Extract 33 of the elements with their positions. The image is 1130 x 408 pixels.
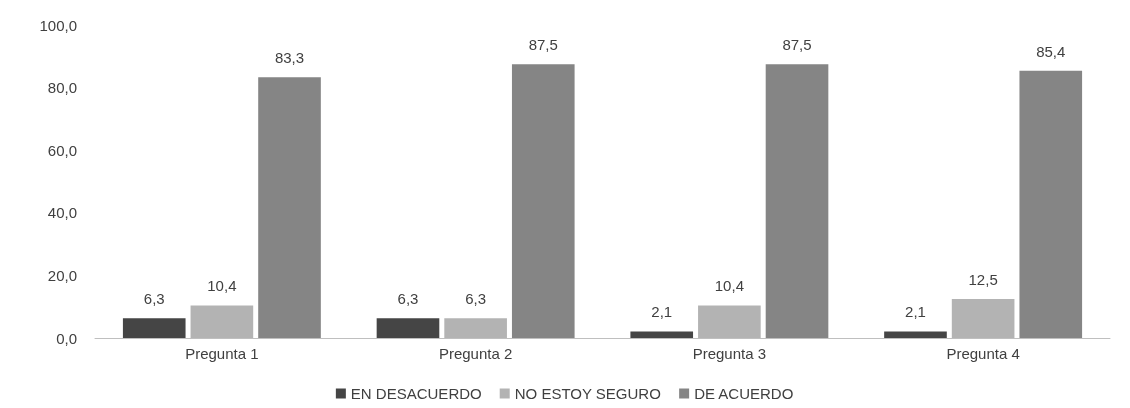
y-tick-label: 60,0 (47, 141, 77, 159)
data-label: 85,4 (1036, 42, 1066, 60)
y-tick-label: 20,0 (47, 266, 77, 284)
x-tick-label: Pregunta 4 (946, 345, 1020, 362)
data-label: 2,1 (905, 303, 926, 321)
y-tick-label: 40,0 (47, 204, 77, 222)
y-tick-label: 100,0 (39, 16, 77, 34)
data-label: 6,3 (143, 290, 165, 308)
data-label: 87,5 (528, 36, 558, 54)
bar (765, 64, 829, 338)
data-label: 10,4 (207, 277, 237, 295)
y-tick-label: 80,0 (47, 79, 77, 97)
legend-label: EN DESACUERDO (350, 385, 482, 402)
bar (122, 318, 186, 338)
bar (376, 318, 440, 338)
data-label: 6,3 (397, 290, 419, 308)
y-tick-label: 0,0 (56, 329, 77, 347)
data-label: 10,4 (714, 277, 744, 295)
data-label: 6,3 (465, 290, 487, 308)
x-tick-label: Pregunta 1 (185, 345, 259, 362)
data-label: 87,5 (782, 36, 812, 54)
bar (1019, 70, 1083, 338)
data-label: 2,1 (651, 303, 673, 321)
x-tick-label: Pregunta 2 (438, 345, 513, 362)
bar (630, 331, 694, 338)
bar (258, 77, 321, 338)
legend-label: NO ESTOY SEGURO (514, 385, 661, 402)
data-label: 83,3 (274, 49, 305, 67)
data-label: 12,5 (968, 270, 998, 288)
legend-label: DE ACUERDO (694, 385, 794, 402)
bar (511, 64, 575, 338)
bar (884, 331, 947, 338)
x-tick-label: Pregunta 3 (692, 345, 767, 362)
